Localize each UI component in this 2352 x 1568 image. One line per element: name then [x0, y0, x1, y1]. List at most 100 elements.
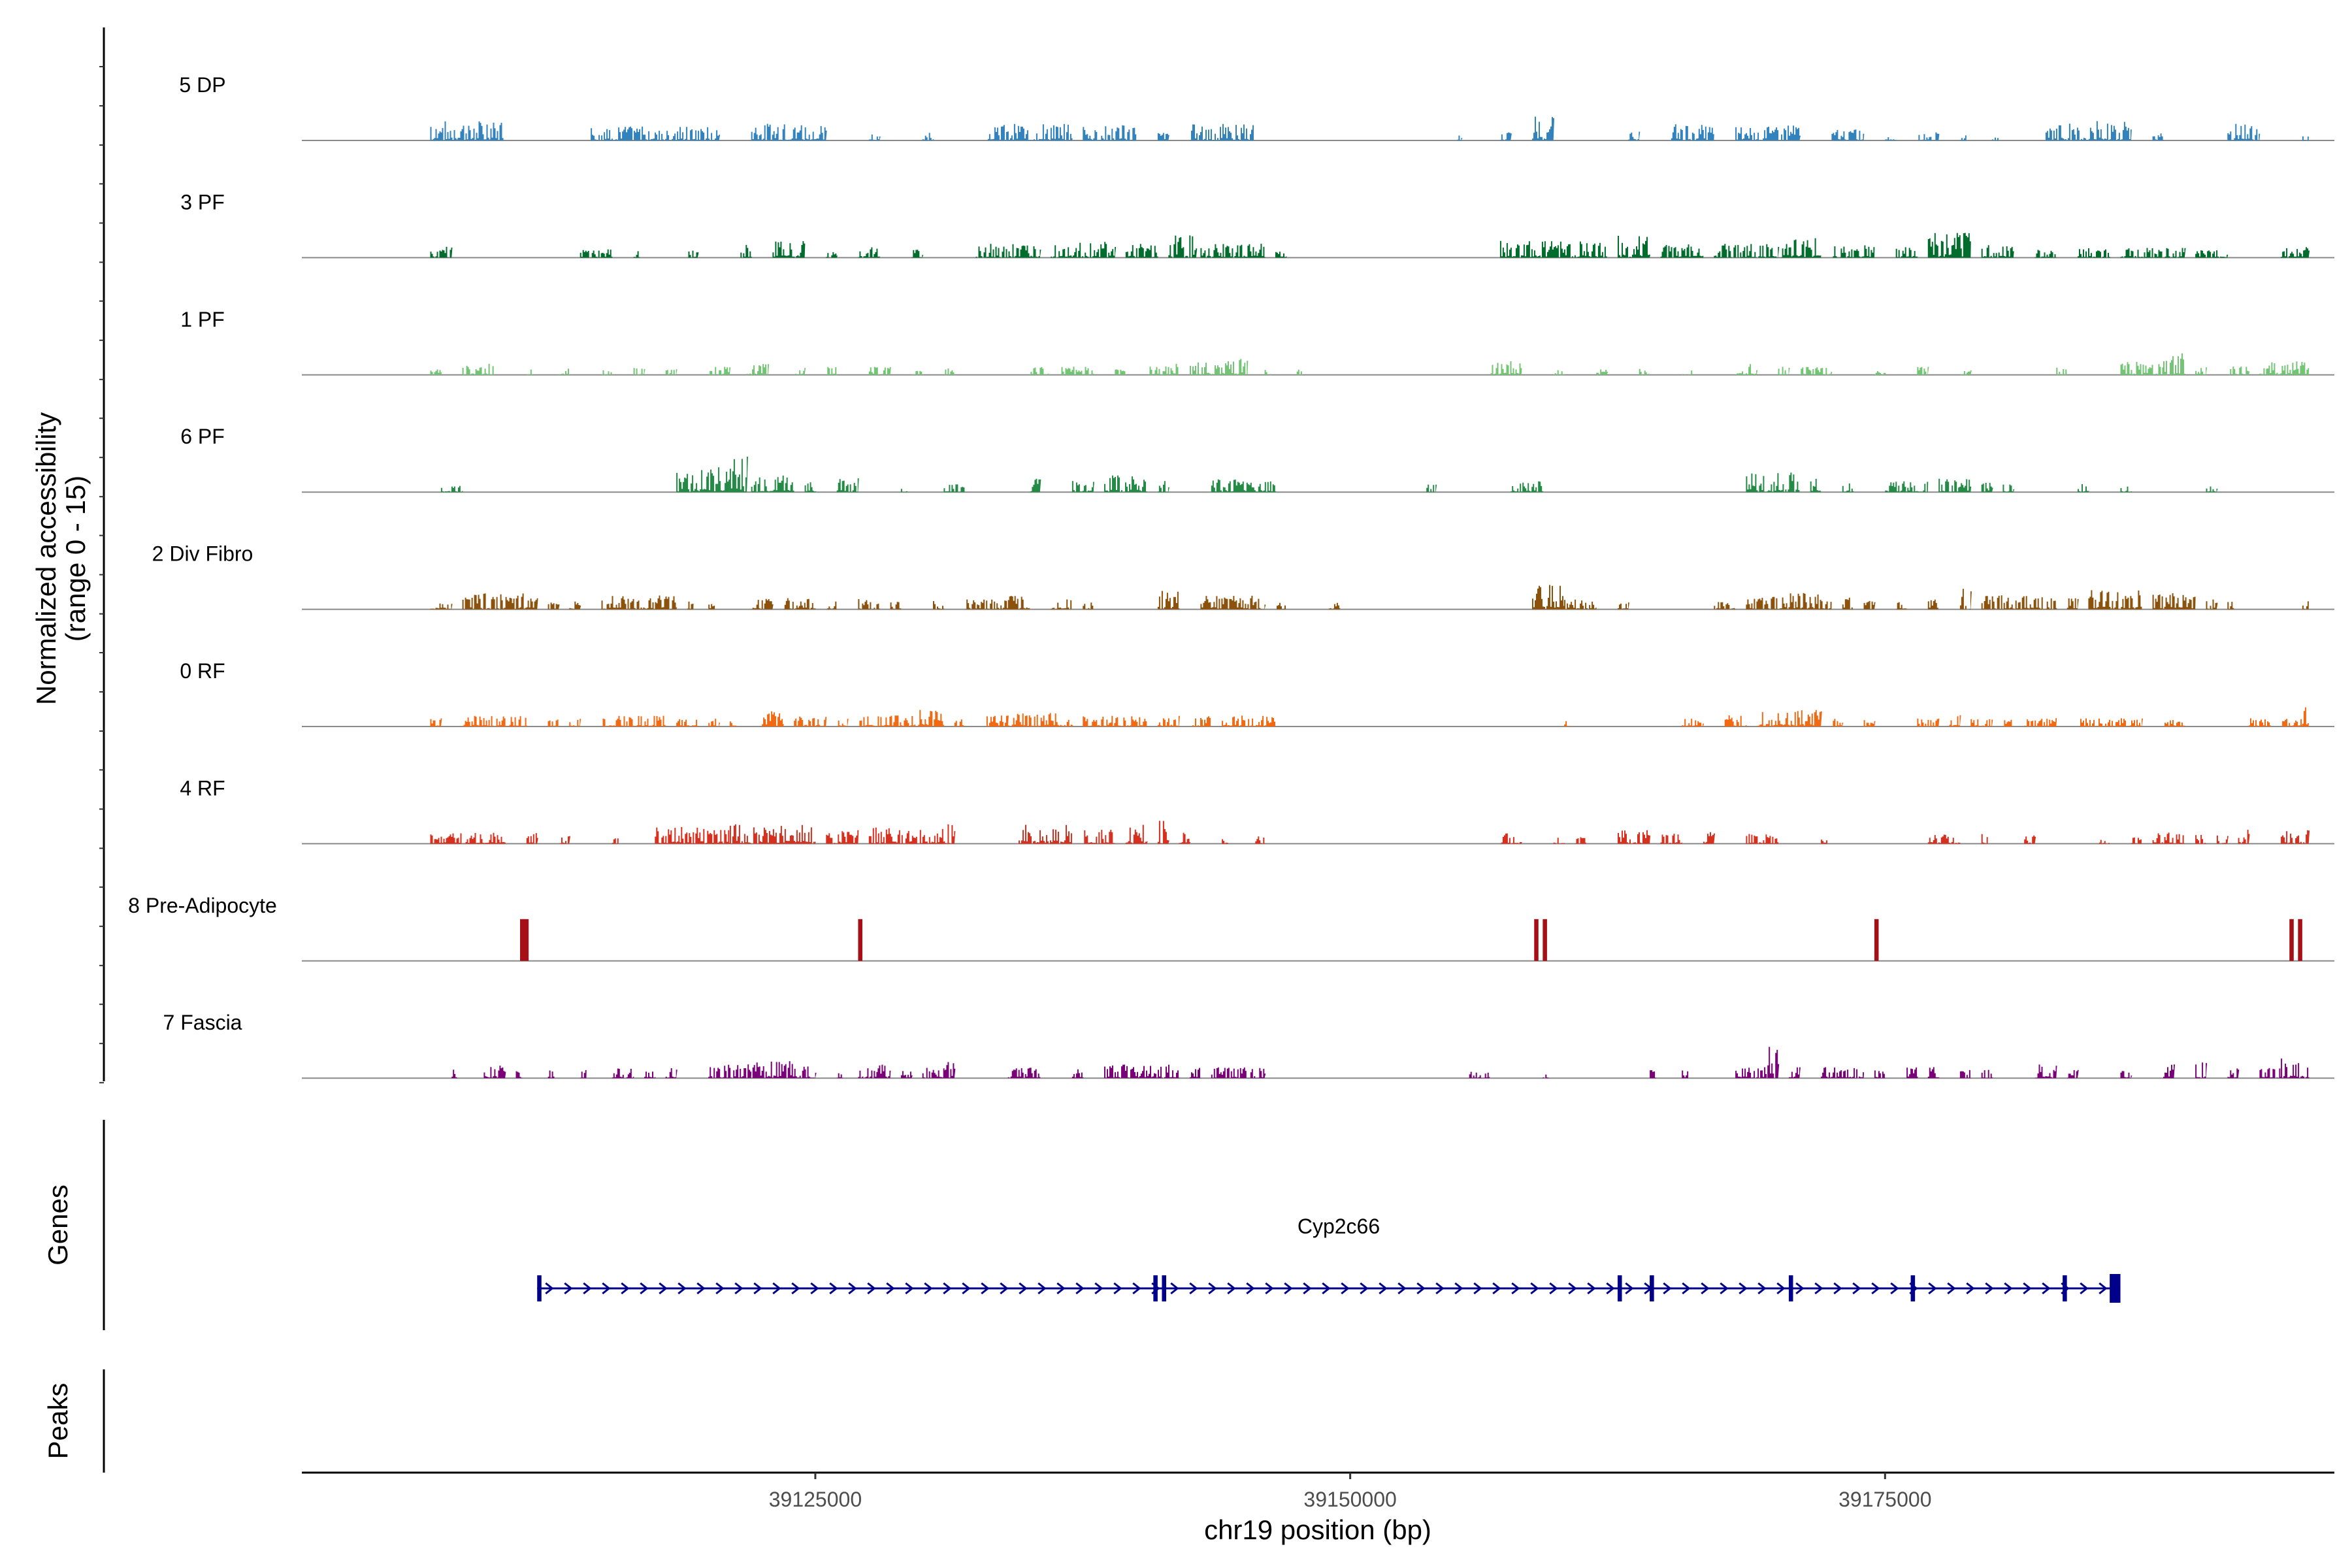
coverage-peak: [836, 719, 849, 727]
coverage-peak: [1874, 1070, 1886, 1079]
coverage-peak: [1499, 833, 1522, 844]
coverage-peak: [1200, 595, 1266, 610]
coverage-peak: [2078, 718, 2143, 727]
coverage-peak: [1799, 367, 1833, 375]
coverage-peak: [826, 601, 838, 610]
coverage-peak: [1682, 1070, 1689, 1079]
strand-arrow: [1416, 1282, 1426, 1295]
coverage-peak: [975, 244, 1041, 258]
coverage-peak: [2163, 353, 2185, 375]
track-7-fascia: 7 Fascia: [163, 1011, 2334, 1079]
coverage-peak: [1104, 1064, 1180, 1079]
track-2-div-fibro: 2 Div Fibro: [152, 542, 2334, 610]
strand-arrow: [886, 1282, 895, 1295]
coverage-peak: [1778, 367, 1790, 375]
coverage-peak: [2002, 719, 2015, 727]
coverage-peak: [526, 833, 538, 844]
coverage-peak: [547, 602, 560, 610]
coverage-peak: [1895, 602, 1908, 610]
coverage-peak: [430, 369, 442, 375]
coverage-peak: [1735, 125, 1801, 140]
strand-arrow: [1985, 1282, 1994, 1295]
track-label: 3 PF: [180, 190, 225, 214]
coverage-peak: [1083, 602, 1095, 610]
coverage-peak: [1959, 589, 1972, 610]
coverage-peak: [1917, 367, 1929, 375]
coverage-peak: [2289, 919, 2294, 961]
coverage-peak: [1457, 135, 1463, 140]
coverage-peak: [1168, 235, 1198, 258]
coverage-peak: [1959, 135, 1967, 140]
coverage-peak: [2206, 486, 2218, 493]
coverage-peak: [747, 364, 770, 375]
coverage-peak: [1543, 919, 1547, 961]
coverage-peak: [2259, 1068, 2282, 1079]
coverage-peak: [2034, 250, 2057, 258]
coverage-peak: [1083, 715, 1149, 727]
coverage-peak: [612, 838, 619, 844]
strand-arrow: [1701, 1282, 1710, 1295]
coverage-peak: [2206, 599, 2218, 610]
coverage-peak: [1425, 484, 1437, 493]
coverage-peak: [591, 126, 721, 140]
strand-arrow: [678, 1282, 687, 1295]
coverage-peak: [1981, 595, 2057, 610]
strand-arrow: [1397, 1282, 1407, 1295]
gene-exon: [537, 1275, 542, 1301]
coverage-peak: [2045, 121, 2132, 140]
strand-arrow: [1379, 1282, 1388, 1295]
coverage-peak: [2120, 486, 2132, 493]
coverage-peak: [1007, 596, 1030, 610]
track-5-dp: 5 DP: [179, 73, 2334, 141]
coverage-peak: [1157, 481, 1169, 493]
strand-arrow: [1720, 1282, 1729, 1295]
strand-arrow: [2080, 1282, 2089, 1295]
track-label: 5 DP: [179, 73, 225, 97]
coverage-peak: [1254, 1068, 1266, 1079]
coverage-peak: [2281, 719, 2304, 727]
coverage-peak: [1007, 713, 1073, 727]
strand-arrow: [962, 1282, 971, 1295]
coverage-peak: [2131, 837, 2143, 844]
coverage-peak: [868, 827, 945, 844]
coverage-peak: [430, 832, 506, 844]
coverage-peak: [1906, 1067, 1919, 1079]
coverage-peak: [462, 593, 538, 610]
peaks-panel-label: Peaks: [42, 1383, 73, 1460]
coverage-peak: [1714, 244, 1780, 258]
coverage-peak: [1724, 715, 1747, 727]
coverage-peak: [2281, 247, 2310, 258]
track-label: 7 Fascia: [163, 1011, 242, 1034]
coverage-peak: [1778, 593, 1832, 610]
coverage-peak: [751, 1061, 805, 1079]
coverage-peak: [569, 719, 581, 727]
track-label: 4 RF: [180, 776, 225, 800]
coverage-peak: [1499, 132, 1512, 140]
coverage-peak: [483, 1066, 506, 1079]
track-0-rf: 0 RF: [180, 659, 2334, 727]
coverage-peak: [451, 1070, 459, 1079]
strand-arrow: [1000, 1282, 1009, 1295]
coverage-peak: [965, 599, 1009, 610]
strand-arrow: [1757, 1282, 1767, 1295]
coverage-peak: [1296, 369, 1303, 375]
coverage-peak: [1211, 479, 1277, 493]
strand-arrow: [1606, 1282, 1615, 1295]
strand-arrow: [1663, 1282, 1672, 1295]
strand-arrow: [1037, 1282, 1047, 1295]
strand-arrow: [1739, 1282, 1748, 1295]
coverage-peak: [1104, 475, 1147, 493]
coverage-peak: [1564, 721, 1571, 727]
coverage-peak: [794, 716, 827, 727]
coverage-peak: [900, 489, 907, 493]
coverage-peak: [1071, 481, 1094, 493]
coverage-peak: [1190, 716, 1212, 727]
coverage-peak: [794, 368, 806, 375]
coverage-peak: [1949, 715, 1961, 727]
coverage-peak: [1895, 247, 1918, 258]
strand-arrow: [696, 1282, 706, 1295]
coverage-peak: [1239, 359, 1249, 375]
coverage-peak: [1328, 602, 1341, 610]
coverage-peak: [2056, 367, 2068, 375]
coverage-peak: [858, 1064, 891, 1079]
